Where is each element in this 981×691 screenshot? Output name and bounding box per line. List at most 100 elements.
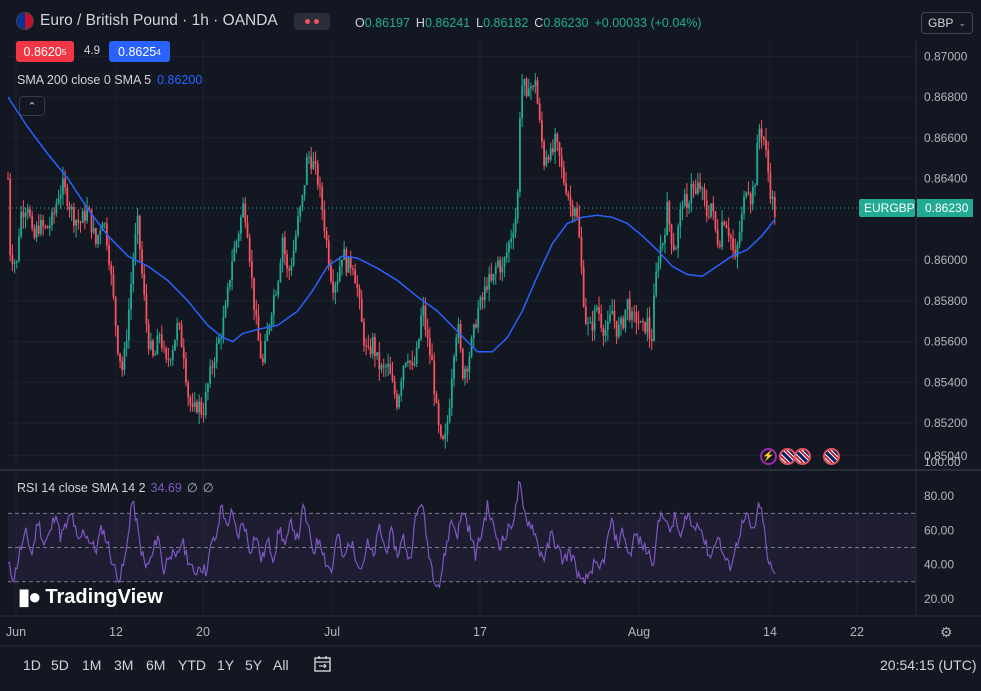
candle-body	[486, 286, 488, 290]
utc-clock[interactable]: 20:54:15 (UTC)	[880, 657, 977, 673]
candle-body	[431, 355, 433, 361]
candle-body	[560, 156, 563, 168]
candle-body	[250, 261, 253, 278]
candle-body	[562, 167, 565, 183]
candle-body	[551, 148, 554, 153]
candle-body	[325, 231, 328, 241]
last-price-tag: EURGBP 0.86230	[859, 199, 973, 217]
timeframe-ytd-button[interactable]: YTD	[178, 657, 206, 673]
symbol-title[interactable]: Euro / British Pound · 1h · OANDA	[40, 12, 278, 29]
candle-body	[683, 194, 686, 207]
candle-body	[650, 338, 653, 341]
candle-body	[503, 257, 506, 267]
time-tick-label: 20	[196, 625, 210, 639]
spread-value: 4.9	[84, 45, 100, 57]
candle-body	[710, 203, 712, 217]
rsi-legend[interactable]: RSI 14 close SMA 14 2 34.69 ∅ ∅	[17, 480, 214, 495]
candle-body	[624, 309, 627, 329]
candle-body	[220, 337, 223, 339]
candle-body	[248, 237, 251, 262]
sell-button[interactable]: 0.8620 5	[16, 41, 74, 62]
timeframe-1d-button[interactable]: 1D	[23, 657, 41, 673]
candle-body	[321, 186, 324, 211]
candle-body	[723, 221, 726, 225]
candle-body	[591, 321, 594, 331]
sell-pip: 5	[61, 46, 67, 57]
timeframe-1m-button[interactable]: 1M	[82, 657, 102, 673]
candle-body	[112, 274, 115, 297]
candle-body	[714, 211, 717, 230]
rsi-axis[interactable]: 100.00 80.00 60.00 40.00 20.00	[924, 455, 961, 606]
candle-body	[180, 325, 183, 348]
candle-body	[178, 323, 181, 326]
candle-body	[635, 312, 638, 323]
timeframe-5y-button[interactable]: 5Y	[245, 657, 263, 673]
candle-body	[754, 185, 756, 187]
candle-body	[59, 194, 62, 199]
candle-body	[740, 213, 743, 233]
candle-body	[42, 219, 45, 227]
calendar-range-icon[interactable]	[314, 655, 331, 672]
candle-body	[734, 250, 737, 257]
candle-body	[185, 358, 187, 383]
candle-body	[130, 283, 132, 310]
candle-body	[771, 196, 774, 199]
flash-event-icon[interactable]: ⚡	[760, 448, 777, 465]
candle-body	[44, 226, 47, 228]
candle-body	[125, 340, 128, 349]
candle-body	[143, 273, 146, 295]
candle-body	[404, 362, 407, 367]
price-axis[interactable]: 0.87000 0.86800 0.86600 0.86400 0.86000 0.858…	[924, 49, 968, 462]
candle-body	[319, 184, 321, 187]
candle-body	[86, 207, 88, 221]
candle-body	[738, 232, 741, 245]
sma-legend[interactable]: SMA 200 close 0 SMA 5 0.86200	[17, 73, 202, 87]
candle-body	[202, 414, 205, 416]
timeframe-3m-button[interactable]: 3M	[114, 657, 134, 673]
candle-body	[189, 397, 192, 405]
candle-body	[701, 188, 704, 190]
timeframe-5d-button[interactable]: 5D	[51, 657, 69, 673]
time-axis[interactable]: Jun 12 20 Jul 17 Aug 14 22	[6, 625, 864, 639]
collapse-legend-button[interactable]: ⌃	[19, 96, 45, 116]
candle-body	[97, 235, 99, 244]
candle-body	[721, 221, 723, 247]
candle-body	[73, 207, 75, 226]
candle-body	[281, 237, 284, 263]
candle-body	[332, 280, 335, 293]
candle-body	[154, 354, 157, 356]
candle-body	[163, 347, 165, 349]
currency-select[interactable]: GBP ⌄	[921, 12, 973, 34]
buy-button[interactable]: 0.8625 4	[109, 41, 170, 62]
uk-flag-icon[interactable]	[823, 448, 840, 465]
candle-body	[314, 161, 317, 164]
candle-body	[668, 201, 671, 225]
timeframe-1y-button[interactable]: 1Y	[217, 657, 235, 673]
timeframe-all-button[interactable]: All	[273, 657, 289, 673]
candle-body	[110, 265, 113, 275]
timeframe-6m-button[interactable]: 6M	[146, 657, 166, 673]
candle-body	[209, 366, 212, 384]
candle-body	[736, 244, 739, 257]
candle-body	[499, 260, 502, 273]
candle-body	[48, 225, 51, 229]
tradingview-logo[interactable]: ▮● TradingView	[18, 584, 163, 610]
candle-body	[519, 118, 521, 192]
uk-flag-icon[interactable]	[794, 448, 811, 465]
candle-body	[694, 188, 697, 194]
market-status-button[interactable]	[293, 12, 330, 30]
candle-body	[336, 281, 339, 285]
candle-body	[246, 222, 249, 238]
candle-body	[653, 295, 655, 341]
rsi-value: 34.69	[150, 481, 182, 495]
candle-body	[475, 324, 477, 328]
candle-body	[477, 307, 480, 328]
time-tick-label: 14	[763, 625, 777, 639]
candle-body	[367, 345, 370, 347]
candle-body	[15, 261, 18, 263]
candle-body	[288, 268, 291, 271]
settings-icon[interactable]: ⚙	[940, 624, 953, 640]
candle-body	[745, 192, 748, 197]
candle-body	[589, 321, 592, 323]
